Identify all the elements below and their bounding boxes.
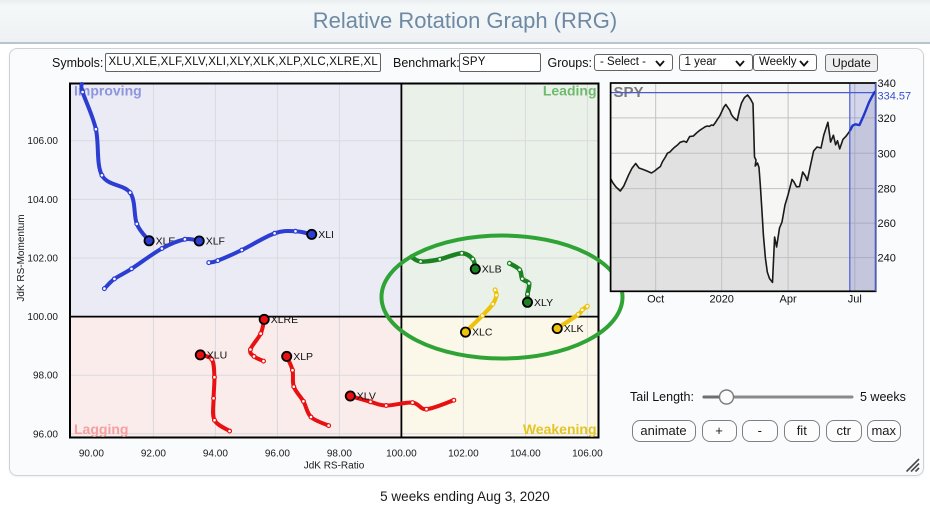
svg-text:XLY: XLY — [534, 297, 553, 309]
svg-text:100.00: 100.00 — [27, 312, 58, 323]
svg-text:Leading: Leading — [543, 83, 597, 99]
svg-text:Improving: Improving — [74, 83, 142, 99]
svg-text:340: 340 — [878, 78, 896, 90]
svg-text:106.00: 106.00 — [572, 449, 603, 460]
svg-text:92.00: 92.00 — [141, 449, 166, 460]
svg-text:XLB: XLB — [482, 264, 502, 276]
svg-text:280: 280 — [878, 184, 896, 196]
svg-text:Jul: Jul — [848, 294, 862, 306]
svg-text:240: 240 — [878, 253, 896, 265]
svg-text:320: 320 — [878, 113, 896, 125]
svg-text:XLK: XLK — [564, 323, 584, 335]
svg-text:102.00: 102.00 — [27, 254, 58, 265]
svg-text:Oct: Oct — [647, 294, 664, 306]
svg-text:XLI: XLI — [318, 229, 334, 241]
svg-text:Weakening: Weakening — [523, 421, 597, 437]
svg-text:XLU: XLU — [207, 349, 227, 361]
svg-text:96.00: 96.00 — [265, 449, 290, 460]
svg-text:90.00: 90.00 — [79, 449, 104, 460]
svg-text:XLF: XLF — [206, 236, 225, 248]
svg-text:XLC: XLC — [472, 327, 493, 339]
svg-text:96.00: 96.00 — [33, 429, 58, 440]
svg-text:Lagging: Lagging — [74, 421, 128, 437]
svg-text:102.00: 102.00 — [448, 449, 479, 460]
svg-text:XLP: XLP — [293, 351, 313, 363]
svg-text:334.57: 334.57 — [878, 91, 912, 103]
svg-text:300: 300 — [878, 148, 896, 160]
svg-text:100.00: 100.00 — [386, 449, 417, 460]
svg-text:Apr: Apr — [780, 294, 797, 306]
svg-text:JdK RS-Momentum: JdK RS-Momentum — [16, 214, 27, 301]
svg-text:98.00: 98.00 — [33, 371, 58, 382]
svg-text:106.00: 106.00 — [27, 136, 58, 147]
svg-text:JdK RS-Ratio: JdK RS-Ratio — [304, 461, 365, 472]
svg-text:94.00: 94.00 — [203, 449, 228, 460]
svg-text:260: 260 — [878, 218, 896, 230]
svg-text:2020: 2020 — [709, 294, 733, 306]
svg-text:XLV: XLV — [357, 391, 376, 403]
svg-text:98.00: 98.00 — [327, 449, 352, 460]
svg-text:XLRE: XLRE — [271, 314, 298, 326]
svg-text:104.00: 104.00 — [510, 449, 541, 460]
svg-text:104.00: 104.00 — [27, 195, 58, 206]
